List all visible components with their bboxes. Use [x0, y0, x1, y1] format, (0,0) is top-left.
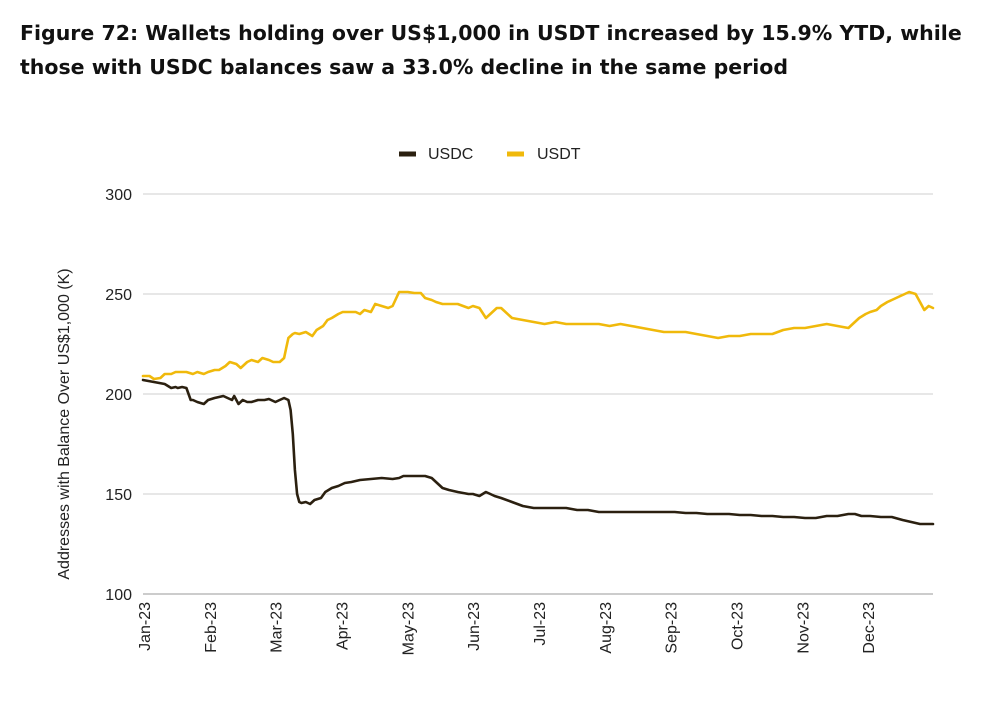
- y-axis-label: Addresses with Balance Over US$1,000 (K): [56, 268, 73, 579]
- y-axis-ticks: 100 150 200 250 300: [105, 187, 132, 604]
- x-tick-label: Nov-23: [795, 602, 812, 654]
- series-lines: [141, 290, 935, 526]
- legend-label-usdt: USDT: [537, 146, 581, 163]
- x-tick-label: Jan-23: [137, 602, 154, 651]
- x-axis-ticks: Jan-23 Feb-23 Mar-23 Apr-23 May-23 Jun-23 Jul-…: [137, 602, 878, 655]
- y-tick-label: 150: [105, 487, 132, 504]
- figure-title: Figure 72: Wallets holding over US$1,000…: [20, 16, 962, 84]
- x-tick-label: Dec-23: [861, 602, 878, 654]
- series-line-usdt: [141, 290, 935, 381]
- legend: USDC USDT: [399, 146, 581, 163]
- x-tick-label: Apr-23: [335, 602, 352, 650]
- series-line-usdc: [141, 378, 935, 526]
- figure-title-line-2: those with USDC balances saw a 33.0% dec…: [20, 55, 789, 79]
- x-tick-label: Oct-23: [730, 602, 747, 650]
- y-tick-label: 100: [105, 587, 132, 604]
- x-tick-label: May-23: [400, 602, 417, 655]
- y-tick-label: 250: [105, 287, 132, 304]
- x-tick-label: Jun-23: [466, 602, 483, 651]
- legend-label-usdc: USDC: [428, 146, 473, 163]
- figure-title-line-1: Figure 72: Wallets holding over US$1,000…: [20, 21, 962, 45]
- x-tick-label: Jul-23: [532, 602, 549, 646]
- x-tick-label: Aug-23: [598, 602, 615, 654]
- gridlines: [143, 193, 933, 595]
- x-tick-label: Sep-23: [664, 602, 681, 654]
- y-tick-label: 200: [105, 387, 132, 404]
- y-tick-label: 300: [105, 187, 132, 204]
- x-tick-label: Feb-23: [203, 602, 220, 653]
- x-tick-label: Mar-23: [269, 602, 286, 653]
